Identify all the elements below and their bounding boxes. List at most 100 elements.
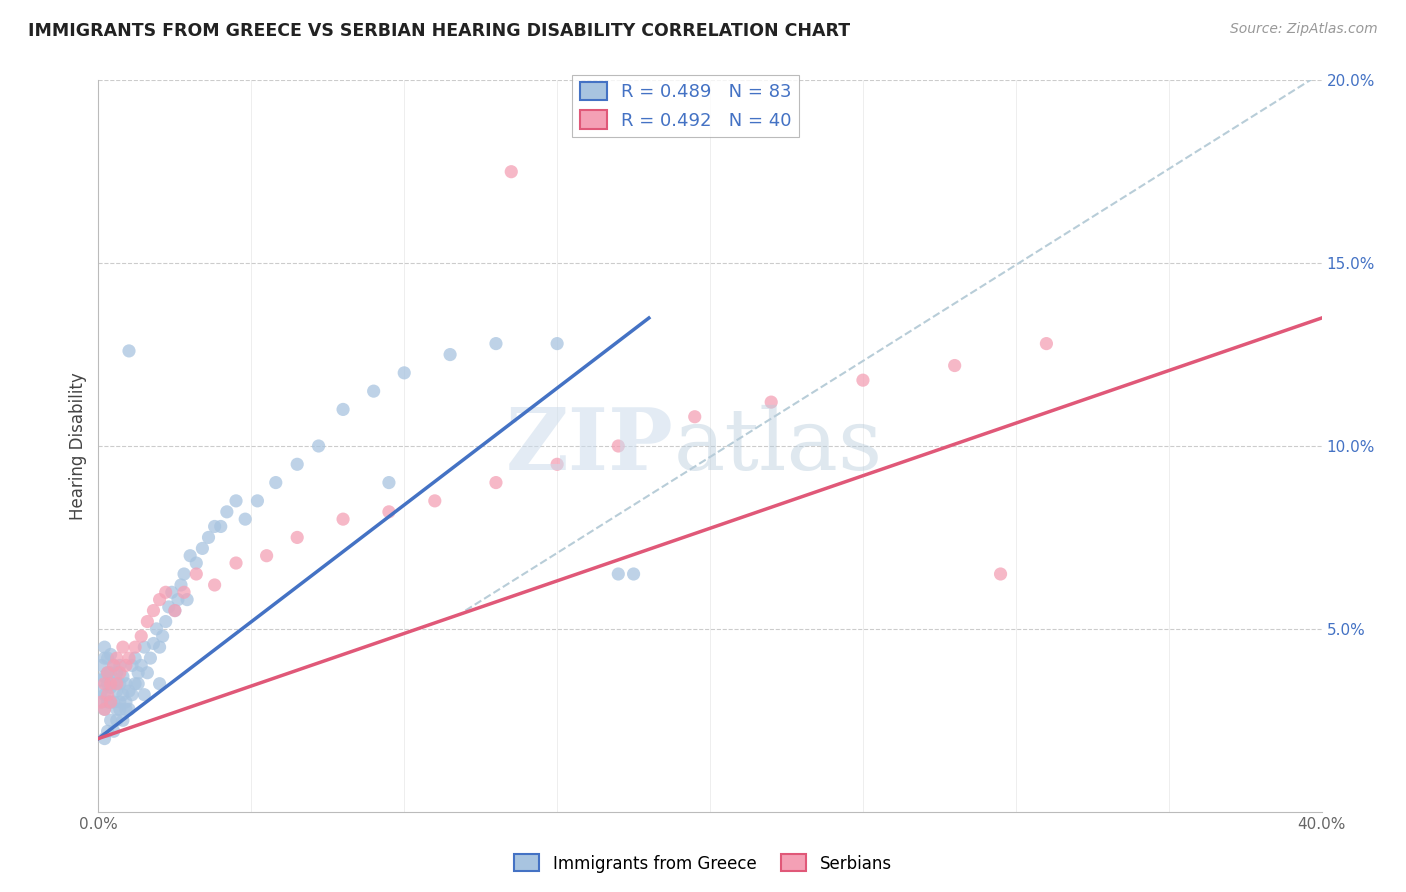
Point: [759, 395, 782, 409]
Point: [100, 714, 122, 728]
Point: [97, 665, 120, 680]
Point: [103, 695, 125, 709]
Point: [105, 651, 128, 665]
Legend: Immigrants from Greece, Serbians: Immigrants from Greece, Serbians: [508, 847, 898, 880]
Point: [105, 676, 128, 690]
Point: [124, 676, 146, 690]
Point: [683, 409, 706, 424]
Point: [97, 724, 120, 739]
Point: [209, 519, 232, 533]
Point: [173, 585, 195, 599]
Point: [157, 599, 180, 614]
Point: [118, 702, 141, 716]
Point: [332, 402, 354, 417]
Point: [129, 658, 152, 673]
Point: [186, 556, 208, 570]
Point: [115, 658, 138, 673]
Point: [485, 475, 508, 490]
Point: [285, 457, 308, 471]
Point: [93, 640, 115, 655]
Point: [103, 658, 125, 673]
Point: [108, 695, 131, 709]
Point: [378, 505, 401, 519]
Point: [97, 651, 120, 665]
Point: [111, 669, 134, 683]
Point: [134, 688, 156, 702]
Point: [155, 585, 177, 599]
Point: [100, 665, 122, 680]
Point: [225, 494, 247, 508]
Point: [392, 366, 416, 380]
Point: [378, 475, 401, 490]
Point: [152, 629, 174, 643]
Point: [108, 702, 131, 716]
Point: [93, 688, 115, 702]
Point: [191, 541, 214, 556]
Point: [103, 724, 125, 739]
Point: [204, 519, 226, 533]
Point: [204, 578, 226, 592]
Point: [105, 665, 128, 680]
Point: [115, 676, 138, 690]
Point: [118, 651, 141, 665]
Point: [233, 512, 256, 526]
Point: [1035, 336, 1057, 351]
Point: [142, 636, 165, 650]
Point: [103, 658, 125, 673]
Point: [264, 475, 287, 490]
Point: [439, 347, 461, 362]
Point: [332, 512, 354, 526]
Point: [155, 615, 177, 629]
Point: [170, 578, 193, 592]
Point: [215, 505, 238, 519]
Point: [186, 567, 208, 582]
Point: [623, 567, 645, 582]
Point: [93, 731, 115, 746]
Point: [93, 676, 115, 690]
Point: [111, 714, 134, 728]
Point: [136, 665, 159, 680]
Point: [93, 669, 115, 683]
Point: [118, 343, 141, 358]
Point: [108, 665, 131, 680]
Point: [93, 702, 115, 716]
Point: [90, 673, 112, 687]
Y-axis label: Hearing Disability: Hearing Disability: [69, 372, 87, 520]
Point: [90, 695, 112, 709]
Point: [115, 695, 138, 709]
Point: [136, 615, 159, 629]
Point: [90, 658, 112, 673]
Point: [127, 665, 149, 680]
Point: [121, 658, 143, 673]
Point: [100, 695, 122, 709]
Point: [93, 651, 115, 665]
Point: [546, 457, 568, 471]
Point: [118, 684, 141, 698]
Point: [607, 439, 630, 453]
Point: [97, 665, 120, 680]
Point: [142, 603, 165, 617]
Point: [163, 603, 186, 617]
Point: [546, 336, 568, 351]
Point: [163, 603, 186, 617]
Point: [308, 439, 330, 453]
Point: [97, 676, 120, 690]
Point: [97, 688, 120, 702]
Point: [246, 494, 269, 508]
Point: [93, 702, 115, 716]
Point: [127, 676, 149, 690]
Point: [852, 373, 875, 387]
Point: [90, 684, 112, 698]
Text: atlas: atlas: [673, 404, 883, 488]
Legend: R = 0.489   N = 83, R = 0.492   N = 40: R = 0.489 N = 83, R = 0.492 N = 40: [572, 75, 799, 136]
Point: [100, 648, 122, 662]
Point: [129, 629, 152, 643]
Point: [256, 549, 278, 563]
Point: [103, 676, 125, 690]
Point: [149, 676, 172, 690]
Text: ZIP: ZIP: [506, 404, 673, 488]
Point: [97, 695, 120, 709]
Point: [149, 592, 172, 607]
Point: [121, 688, 143, 702]
Point: [501, 164, 523, 178]
